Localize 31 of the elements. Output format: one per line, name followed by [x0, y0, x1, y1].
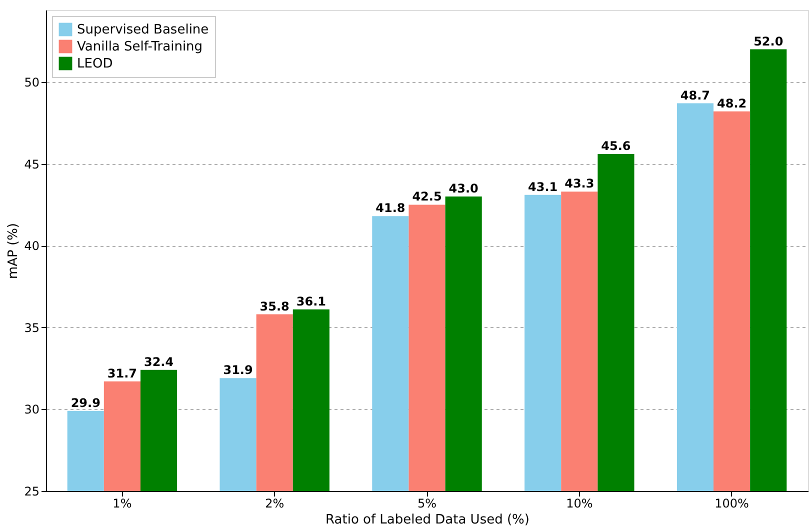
data-label: 36.1 [296, 294, 326, 308]
data-label: 48.2 [716, 96, 747, 110]
y-tick-label: 40 [24, 239, 40, 254]
x-tick-label: 100% [714, 496, 749, 510]
x-tick-label: 2% [265, 496, 284, 510]
y-tick-label: 35 [24, 320, 40, 335]
data-label: 43.0 [448, 182, 478, 196]
x-tick-label: 10% [566, 496, 593, 510]
data-label: 31.9 [223, 363, 253, 378]
legend-label: Supervised Baseline [77, 22, 209, 38]
x-axis-title: Ratio of Labeled Data Used (%) [326, 512, 530, 528]
x-tick-label: 1% [112, 496, 132, 510]
data-label: 41.8 [376, 201, 406, 216]
data-label: 43.3 [564, 176, 594, 191]
data-label: 31.7 [107, 366, 138, 380]
y-tick-label: 50 [24, 75, 40, 90]
data-label: 32.4 [144, 354, 174, 369]
data-label: 48.7 [680, 88, 710, 102]
x-tick-label: 5% [417, 496, 437, 510]
legend-label: LEOD [77, 56, 113, 72]
data-label: 35.8 [260, 299, 290, 314]
y-tick-label: 30 [24, 402, 40, 417]
data-label: 52.0 [754, 34, 784, 48]
data-label: 45.6 [601, 138, 631, 153]
legend-label: Vanilla Self-Training [77, 40, 203, 54]
data-label: 43.1 [528, 180, 558, 194]
data-label: 29.9 [70, 396, 100, 410]
y-tick-label: 45 [24, 157, 40, 172]
y-tick-label: 25 [24, 484, 40, 498]
y-axis-title: mAP (%) [6, 222, 22, 280]
data-label: 42.5 [412, 190, 442, 204]
